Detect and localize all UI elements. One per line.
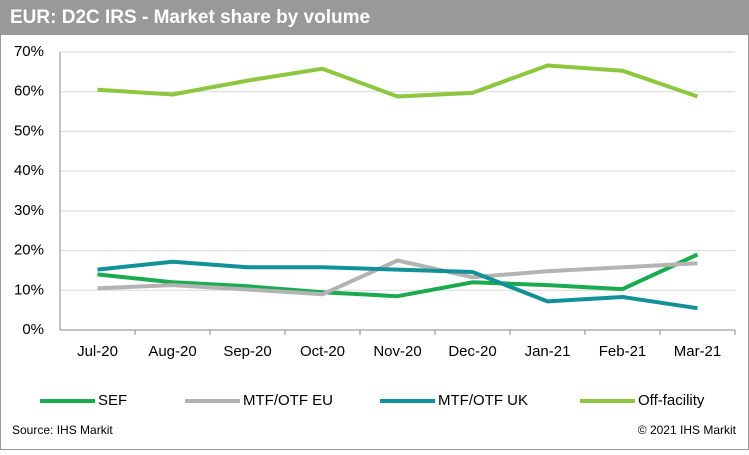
x-tick-label: Feb-21	[599, 343, 647, 360]
legend-label: MTF/OTF EU	[243, 392, 333, 409]
y-tick-label: 40%	[14, 162, 44, 179]
series-line	[97, 259, 698, 311]
y-tick-label: 60%	[14, 83, 44, 100]
y-tick-label: 0%	[22, 321, 44, 338]
legend-label: Off-facility	[638, 392, 705, 409]
x-tick-label: Sep-20	[223, 343, 271, 360]
title-bar	[1, 1, 748, 35]
y-tick-label: 70%	[14, 43, 44, 60]
x-tick-label: Aug-20	[148, 343, 196, 360]
y-tick-label: 20%	[14, 242, 44, 259]
x-tick-label: Oct-20	[300, 343, 345, 360]
chart-title: EUR: D2C IRS - Market share by volume	[10, 7, 370, 28]
series-line	[97, 258, 698, 297]
source: Source: IHS Markit	[12, 423, 113, 437]
legend-label: SEF	[98, 392, 127, 409]
x-tick-label: Mar-21	[674, 343, 722, 360]
series-line	[97, 252, 699, 299]
x-tick-label: Jul-20	[77, 343, 118, 360]
y-tick-label: 30%	[14, 202, 44, 219]
x-tick-label: Nov-20	[373, 343, 421, 360]
y-tick-label: 10%	[14, 281, 44, 298]
x-tick-label: Jan-21	[525, 343, 571, 360]
x-tick-label: Dec-20	[448, 343, 496, 360]
legend-label: MTF/OTF UK	[438, 392, 528, 409]
series-line	[97, 63, 699, 99]
copyright: © 2021 IHS Markit	[638, 423, 737, 437]
y-tick-label: 50%	[14, 122, 44, 139]
